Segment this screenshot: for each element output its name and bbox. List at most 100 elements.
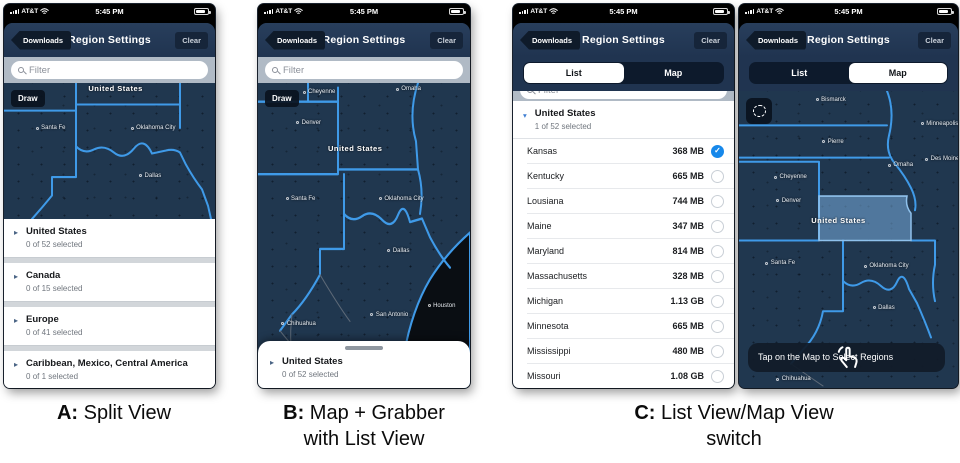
selection-circle[interactable]: ✓ [711,219,724,233]
wifi-icon [294,8,303,14]
map-canvas[interactable]: Draw Cheyenne Omaha [258,83,470,388]
region-selected-count: 0 of 52 selected [26,240,83,249]
region-name: Europe [26,314,59,325]
city-marker-icon [863,264,867,268]
downloads-back-button[interactable]: Downloads [520,30,581,50]
selection-circle[interactable]: ✓ [711,319,724,333]
search-icon [272,67,278,73]
downloads-back-button[interactable]: Downloads [11,30,72,50]
download-size: 814 MB [672,246,704,256]
nav-bar: Downloads Region Settings Clear [513,23,734,57]
selection-circle[interactable]: ✓ [711,244,724,258]
map-label: Santa Fe [765,260,795,266]
tap-hand-icon [837,346,858,369]
clear-button[interactable]: Clear [694,31,727,49]
clear-button[interactable]: Clear [918,31,951,49]
state-name: Kansas [527,146,558,156]
selection-circle[interactable]: ✓ [711,194,724,208]
draw-button[interactable]: Draw [265,90,299,107]
city-marker-icon [296,121,300,125]
download-size: 665 MB [672,171,704,181]
city-marker-icon [822,140,826,144]
state-row[interactable]: Missouri 1.08 GB ✓ [527,364,734,388]
page-title: Region Settings [582,34,665,46]
region-name: United States [26,226,87,237]
clear-button[interactable]: Clear [430,31,463,49]
clock-label: 5:45 PM [349,7,379,16]
tab-map[interactable]: Map [848,63,947,83]
tab-map[interactable]: Map [664,68,683,78]
region-row[interactable]: ▸ Europe 0 of 41 selected [4,307,215,346]
downloads-back-button[interactable]: Downloads [746,30,807,50]
state-row[interactable]: Kansas 368 MB ✓ [527,139,734,164]
state-name: Maine [527,221,552,231]
region-selected-count: 0 of 1 selected [26,372,79,381]
map-label: Denver [296,120,321,126]
map-label: Santa Fe [35,125,66,131]
region-row[interactable]: ▸ United States 0 of 52 selected [270,356,458,379]
city-marker-icon [815,98,819,102]
download-size: 1.13 GB [670,296,704,306]
downloads-back-button[interactable]: Downloads [265,30,326,50]
region-selected-count: 0 of 41 selected [26,328,83,337]
state-name: Michigan [527,296,564,306]
draw-lasso-button[interactable] [746,98,772,124]
selection-circle[interactable]: ✓ [711,269,724,283]
region-row[interactable]: ▸ Caribbean, Mexico, Central America 0 o… [4,351,215,388]
selection-circle[interactable]: ✓ [711,144,724,158]
map-label: United States [811,215,866,225]
city-marker-icon [776,377,780,381]
state-row[interactable]: Lousiana 744 MB ✓ [527,189,734,214]
wifi-icon [549,8,558,14]
signal-icon [519,8,529,15]
map-label: Chihuahua [776,376,811,382]
map-label: Oklahoma City [130,125,175,131]
city-marker-icon [774,175,778,179]
map-canvas[interactable]: Bismarck Minneapolis Pierre [739,91,958,388]
city-marker-icon [925,157,929,161]
city-marker-icon [281,322,285,326]
check-icon: ✓ [714,146,721,155]
clear-button[interactable]: Clear [175,31,208,49]
selection-circle[interactable]: ✓ [711,169,724,183]
tab-list[interactable]: List [791,68,808,78]
filter-input[interactable]: Filter [11,61,208,79]
filter-input[interactable]: Filter [265,61,463,79]
state-row[interactable]: Kentucky 665 MB ✓ [527,164,734,189]
region-selected-count: 1 of 52 selected [534,122,592,131]
state-row[interactable]: Michigan 1.13 GB ✓ [527,289,734,314]
state-row[interactable]: Mississippi 480 MB ✓ [527,339,734,364]
map-label: San Antonio [370,312,408,318]
map-label: Pierre [822,139,844,145]
state-name: Maryland [527,246,565,256]
state-row[interactable]: Minnesota 665 MB ✓ [527,314,734,339]
state-row[interactable]: Maryland 814 MB ✓ [527,239,734,264]
map-label: Dallas [387,248,410,254]
state-row[interactable]: Massachusetts 328 MB ✓ [527,264,734,289]
selection-circle[interactable]: ✓ [711,344,724,358]
tab-list[interactable]: List [524,63,624,83]
filter-bar: Filter [4,57,215,83]
page-title: Region Settings [807,34,890,46]
download-size: 744 MB [672,196,704,206]
region-name: Caribbean, Mexico, Central America [26,358,188,369]
bottom-sheet[interactable]: ▸ United States 0 of 52 selected [258,341,470,388]
filter-bar-partial[interactable]: Filter [513,91,734,101]
grabber-handle-icon[interactable] [345,346,383,350]
page-title: Region Settings [68,34,151,46]
region-row[interactable]: ▸ Canada 0 of 15 selected [4,263,215,302]
draw-button[interactable]: Draw [11,90,45,107]
map-label: Cheyenne [302,89,335,95]
state-row[interactable]: Maine 347 MB ✓ [527,214,734,239]
region-group-header[interactable]: ▾ United States 1 of 52 selected [513,101,734,139]
selection-circle[interactable]: ✓ [711,294,724,308]
region-selected-count: 0 of 52 selected [282,370,339,379]
selection-circle[interactable]: ✓ [711,369,724,383]
map-label: Des Moines [925,156,958,162]
battery-icon [713,8,730,15]
region-row[interactable]: ▸ United States 0 of 52 selected [4,219,215,258]
city-marker-icon [387,249,391,253]
map-label: Oklahoma City [863,263,909,269]
map-canvas[interactable]: Draw United States Santa Fe [4,83,215,219]
map-label: Omaha [887,162,913,168]
